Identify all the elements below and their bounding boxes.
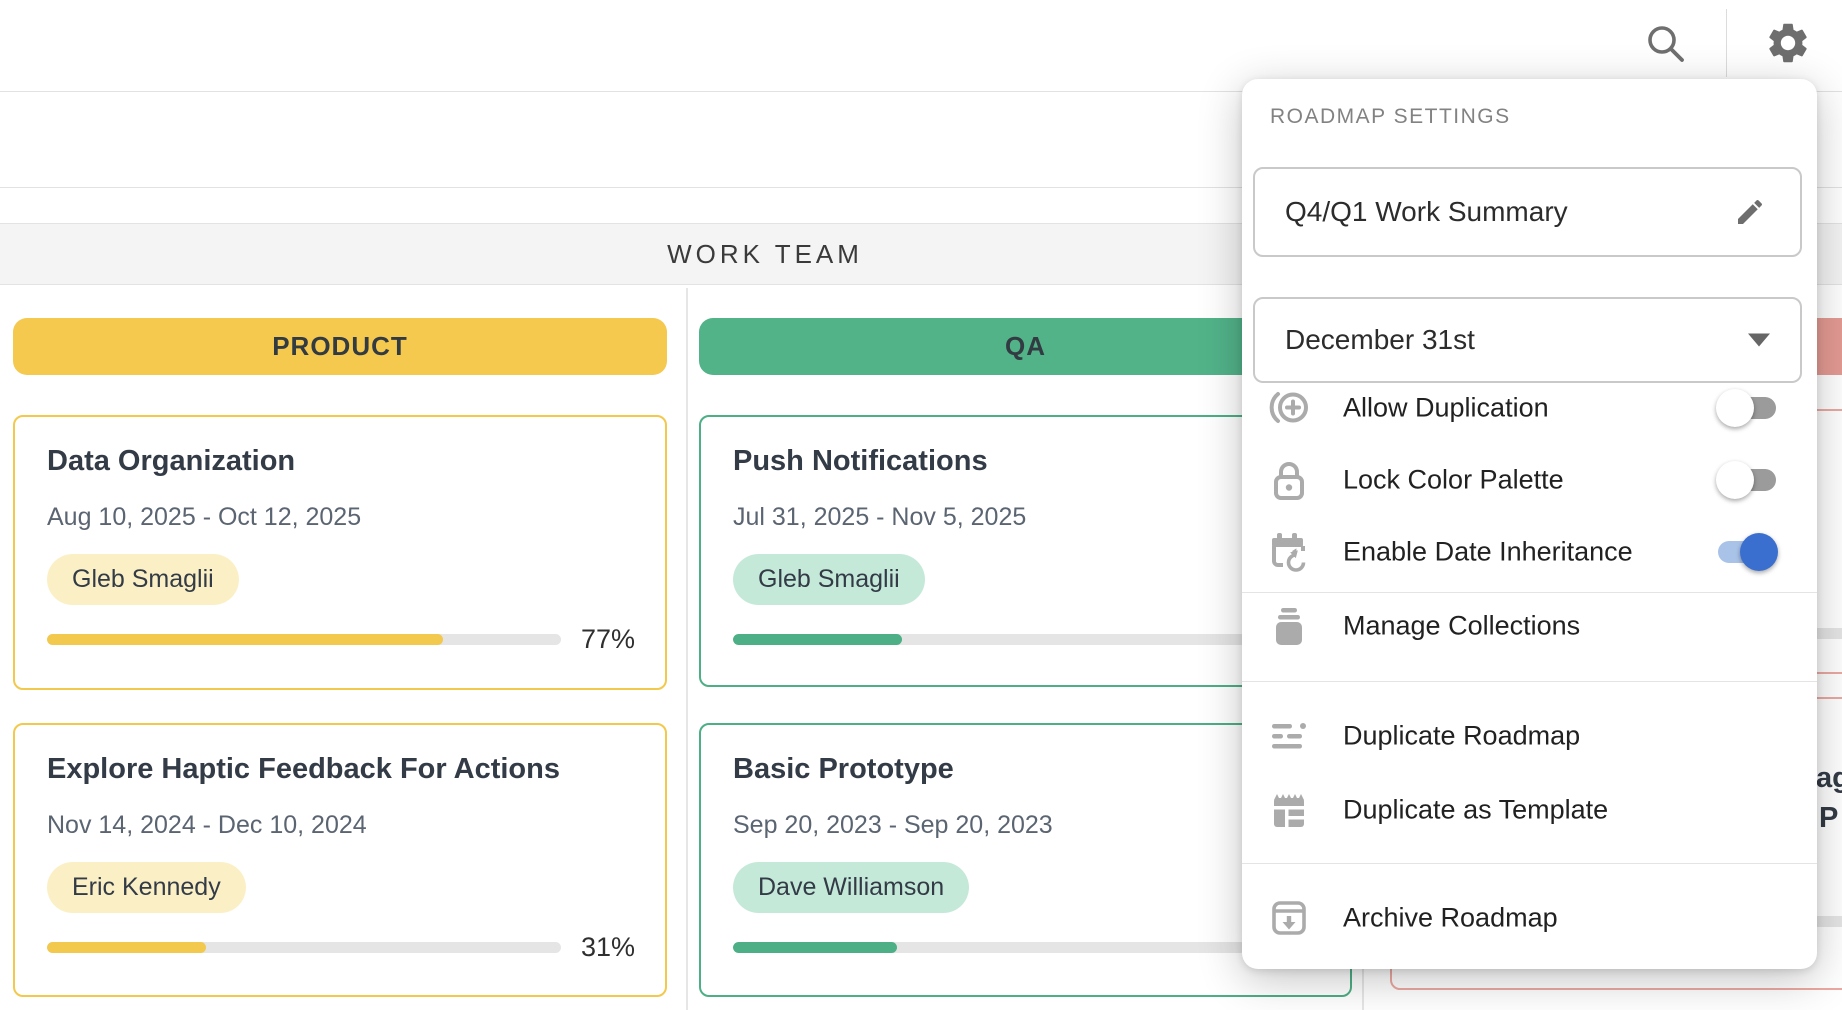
lock-icon [1266,457,1312,503]
panel-divider [1242,592,1817,593]
duplicate-roadmap-icon [1266,713,1312,759]
progress-row [733,625,1320,653]
panel-title: ROADMAP SETTINGS [1270,105,1511,128]
panel-divider [1242,863,1817,864]
duplicate-template-icon [1266,787,1312,833]
task-title: Explore Haptic Feedback For Actions [47,753,560,785]
toggle-label: Enable Date Inheritance [1343,536,1633,567]
progress-fill [733,633,903,645]
column-divider [686,288,688,1010]
toggle-row-allow-duplication: Allow Duplication [1242,385,1817,431]
progress-label: 77% [580,623,635,654]
progress-label: 31% [580,931,635,962]
collections-icon [1266,603,1312,649]
menu-item-duplicate-roadmap[interactable]: Duplicate Roadmap [1242,713,1817,759]
team-group-label: WORK TEAM [667,238,863,269]
top-bar [0,0,1842,92]
menu-item-label: Duplicate as Template [1343,794,1609,825]
menu-item-duplicate-as-template[interactable]: Duplicate as Template [1242,787,1817,833]
duplicate-add-icon [1266,385,1312,431]
toggle-knob [1740,533,1778,571]
progress-track [47,633,561,645]
menu-item-archive-roadmap[interactable]: Archive Roadmap [1242,895,1817,941]
task-dates: Jul 31, 2025 - Nov 5, 2025 [733,503,1027,531]
assignee-pill[interactable]: Gleb Smaglii [47,554,239,605]
task-dates: Sep 20, 2023 - Sep 20, 2023 [733,811,1053,839]
toggle-knob [1716,389,1754,427]
progress-track [733,633,1246,645]
task-title: Data Organization [47,445,296,477]
roadmap-name-field[interactable]: Q4/Q1 Work Summary [1253,167,1802,257]
toggle-row-lock-color-palette: Lock Color Palette [1242,457,1817,503]
column-header-label: PRODUCT [272,331,408,361]
task-title: Push Notifications [733,445,988,477]
task-dates: Aug 10, 2025 - Oct 12, 2025 [47,503,362,531]
column-header-label: QA [1005,331,1046,361]
chevron-down-icon [1748,333,1770,347]
task-card[interactable]: Explore Haptic Feedback For Actions Nov … [13,723,667,997]
toggle-knob [1716,461,1754,499]
task-dates: Nov 14, 2024 - Dec 10, 2024 [47,811,367,839]
progress-track [47,941,561,953]
menu-item-label: Manage Collections [1343,610,1581,641]
toggle-label: Lock Color Palette [1343,464,1564,495]
menu-item-label: Duplicate Roadmap [1343,720,1581,751]
roadmap-name-value: Q4/Q1 Work Summary [1285,196,1568,227]
enable-date-inheritance-toggle[interactable] [1716,533,1778,571]
assignee-pill[interactable]: Eric Kennedy [47,862,246,913]
topbar-divider [1726,9,1727,77]
task-title-fragment: ag [1816,762,1842,794]
progress-fill [733,941,898,953]
assignee-pill[interactable]: Dave Williamson [733,862,970,913]
roadmap-settings-panel: ROADMAP SETTINGS Q4/Q1 Work Summary Dece… [1242,79,1817,969]
year-end-select[interactable]: December 31st [1253,297,1802,383]
progress-row: 31% [47,931,635,962]
calendar-inherit-icon [1266,529,1312,575]
panel-divider [1242,681,1817,682]
assignee-pill[interactable]: Gleb Smaglii [733,554,925,605]
progress-row: 77% [47,623,635,654]
toggle-row-enable-date-inheritance: Enable Date Inheritance [1242,529,1817,575]
progress-track [733,941,1246,953]
lock-color-palette-toggle[interactable] [1716,461,1778,499]
progress-fill [47,941,207,953]
year-end-value: December 31st [1285,324,1475,355]
task-title-fragment: P [1819,802,1839,834]
progress-row [733,933,1320,961]
task-title: Basic Prototype [733,753,954,785]
menu-item-manage-collections[interactable]: Manage Collections [1242,603,1817,649]
archive-icon [1266,895,1312,941]
menu-item-label: Archive Roadmap [1343,902,1558,933]
progress-fill [47,633,443,645]
gear-icon[interactable] [1764,19,1812,67]
allow-duplication-toggle[interactable] [1716,389,1778,427]
search-icon[interactable] [1644,22,1688,66]
pencil-icon[interactable] [1734,196,1766,228]
task-card[interactable]: Data Organization Aug 10, 2025 - Oct 12,… [13,415,667,690]
toggle-label: Allow Duplication [1343,392,1549,423]
column-header-product[interactable]: PRODUCT [13,318,667,375]
